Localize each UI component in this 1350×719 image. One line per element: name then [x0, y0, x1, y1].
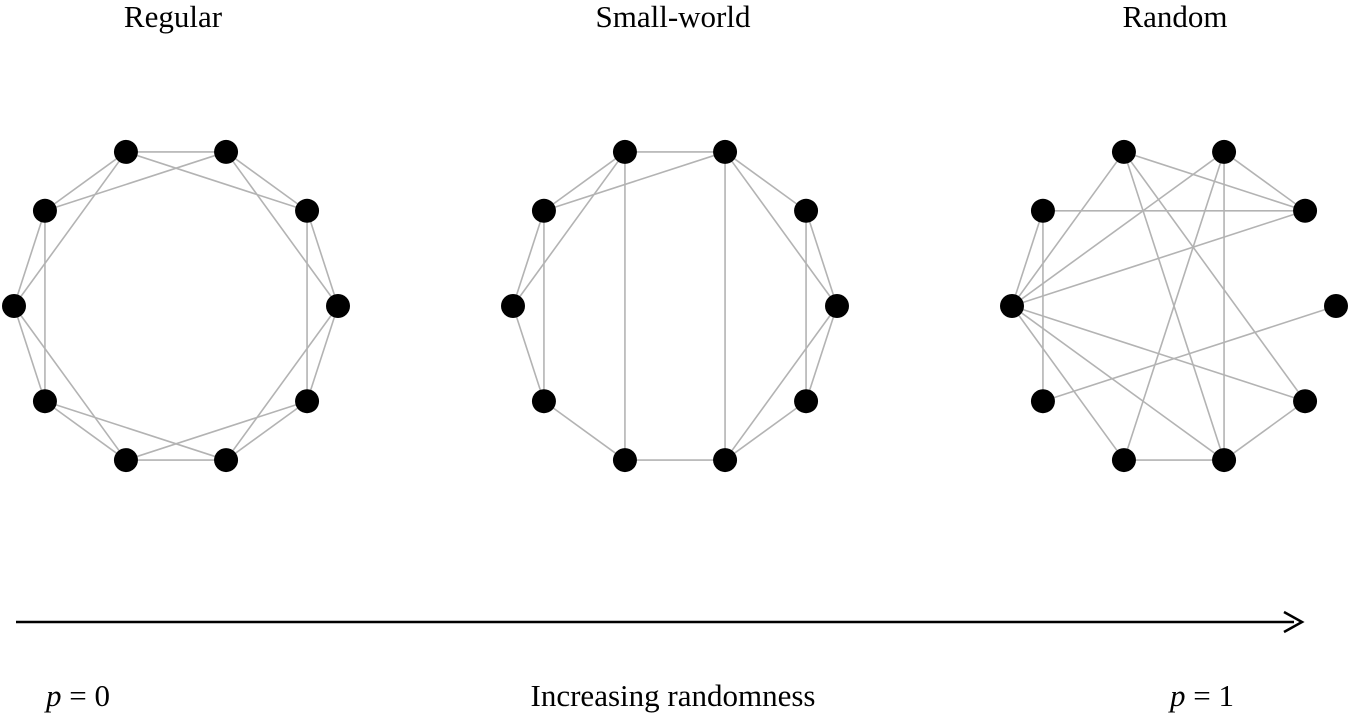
edge-random	[1223, 400, 1306, 461]
node-random	[1293, 198, 1318, 223]
node-small_world	[794, 198, 819, 223]
edge-regular	[13, 210, 46, 307]
edge-regular	[13, 151, 127, 307]
label-p-zero: p = 0	[46, 676, 186, 716]
node-random	[1030, 198, 1055, 223]
edge-regular	[306, 210, 339, 307]
node-regular	[295, 198, 320, 223]
edge-random	[1011, 305, 1125, 461]
edge-regular	[225, 305, 339, 461]
edge-small_world	[724, 305, 838, 461]
edge-small_world	[724, 151, 807, 212]
edge-regular	[225, 151, 308, 212]
edge-regular	[44, 400, 127, 461]
graph-small_world	[501, 139, 849, 473]
node-regular	[214, 139, 239, 164]
p-symbol-left: p	[46, 678, 62, 713]
node-regular	[32, 389, 57, 414]
edge-small_world	[543, 151, 726, 212]
node-small_world	[713, 139, 738, 164]
node-regular	[326, 294, 350, 318]
node-small_world	[501, 294, 525, 318]
edge-regular	[306, 305, 339, 402]
arrow-head	[1283, 610, 1305, 634]
node-regular	[2, 294, 26, 318]
edge-small_world	[543, 400, 626, 461]
node-regular	[32, 198, 57, 223]
edge-small_world	[724, 151, 838, 307]
edge-small_world	[805, 305, 838, 402]
p-one-value: = 1	[1185, 678, 1234, 713]
edge-random	[1011, 151, 1225, 307]
p-zero-value: = 0	[61, 678, 110, 713]
graphs-layer	[2, 139, 1348, 473]
node-small_world	[531, 198, 556, 223]
title-regular: Regular	[123, 0, 223, 34]
node-random	[1293, 389, 1318, 414]
label-p-one: p = 1	[1170, 676, 1310, 716]
node-regular	[113, 448, 138, 473]
node-random	[1030, 389, 1055, 414]
node-small_world	[794, 389, 819, 414]
edge-regular	[44, 151, 127, 212]
randomness-arrow	[16, 610, 1305, 634]
edge-regular	[225, 151, 339, 307]
edge-regular	[13, 305, 127, 461]
edge-random	[1123, 151, 1225, 461]
edge-regular	[125, 151, 308, 212]
edge-small_world	[512, 210, 545, 307]
edge-regular	[125, 400, 308, 461]
node-regular	[113, 139, 138, 164]
label-increasing-randomness: Increasing randomness	[530, 678, 816, 713]
graph-regular	[2, 139, 350, 473]
edge-small_world	[805, 210, 838, 307]
node-random	[1212, 139, 1237, 164]
node-small_world	[612, 139, 637, 164]
node-small_world	[612, 448, 637, 473]
title-random: Random	[1122, 0, 1228, 34]
node-random	[1324, 294, 1348, 318]
edge-random	[1223, 151, 1306, 212]
edge-random	[1011, 210, 1044, 307]
node-regular	[295, 389, 320, 414]
edge-small_world	[512, 151, 626, 307]
node-random	[1000, 294, 1024, 318]
edge-random	[1011, 305, 1225, 461]
node-small_world	[531, 389, 556, 414]
title-small-world: Small-world	[595, 0, 751, 34]
node-random	[1212, 448, 1237, 473]
node-small_world	[713, 448, 738, 473]
edge-regular	[44, 400, 227, 461]
edge-regular	[44, 151, 227, 212]
edge-small_world	[512, 305, 545, 402]
node-random	[1111, 139, 1136, 164]
node-random	[1111, 448, 1136, 473]
edge-regular	[13, 305, 46, 402]
edge-random	[1011, 151, 1125, 307]
edge-regular	[225, 400, 308, 461]
edge-small_world	[543, 151, 626, 212]
edge-random	[1042, 305, 1337, 402]
edge-small_world	[724, 400, 807, 461]
node-small_world	[825, 294, 849, 318]
p-symbol-right: p	[1170, 678, 1186, 713]
node-regular	[214, 448, 239, 473]
graph-random	[1000, 139, 1348, 473]
edge-random	[1123, 151, 1306, 402]
